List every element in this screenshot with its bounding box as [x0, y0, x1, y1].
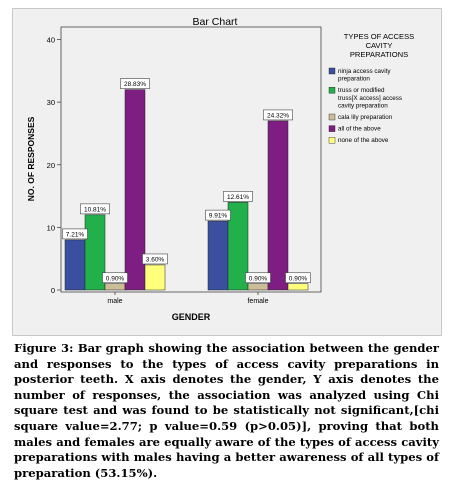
y-tick-label: 20: [47, 161, 55, 170]
bar: [227, 202, 249, 291]
legend-item: ninja access cavity preparation: [338, 68, 391, 83]
data-label-box: [263, 109, 293, 121]
data-label: 0.90%: [249, 275, 268, 282]
bar: [144, 264, 166, 291]
data-label-box: [62, 228, 88, 240]
legend-swatch: [328, 136, 336, 144]
bar-labels: 7.21% 10.81% 0.90% 28.83% 3.60% 9.91% 12.61% 0.…: [62, 78, 311, 284]
data-label-box: [223, 191, 253, 202]
data-label-box: [120, 78, 150, 89]
data-label: 28.83%: [124, 81, 146, 88]
data-label-box: [142, 253, 168, 265]
y-tick-label: 0: [51, 286, 55, 295]
data-label: 10.81%: [84, 206, 106, 213]
x-tick-label: female: [247, 298, 268, 305]
legend-item: none of the above: [338, 137, 389, 144]
legend-title: TYPES OF ACCESS CAVITY PREPARATIONS: [344, 32, 414, 59]
bars: [64, 89, 309, 291]
caption-text: Bar graph showing the association betwee…: [14, 341, 439, 480]
y-axis-label: NO. OF RESPONSES: [26, 116, 36, 201]
data-label: 12.61%: [227, 194, 249, 201]
chart-title: Bar Chart: [193, 16, 238, 28]
legend-swatch: [328, 86, 336, 94]
chart-frame: Bar Chart 0 10 20 30 40 male female 7.21% 10.8…: [12, 8, 442, 336]
data-label-box: [80, 203, 110, 215]
y-tick-label: 30: [47, 98, 55, 107]
bar: [267, 120, 289, 291]
data-label: 7.21%: [66, 232, 85, 239]
x-axis: male female: [107, 292, 269, 305]
bar: [124, 89, 146, 291]
bar: [207, 220, 229, 291]
data-label-box: [205, 209, 231, 221]
data-label-box: [102, 272, 128, 284]
bar: [104, 283, 126, 291]
data-label: 24.32%: [267, 113, 289, 120]
legend-item: truss or modified truss[X access] access c…: [338, 87, 402, 109]
legend-swatch: [328, 113, 336, 121]
legend-item: all of the above: [338, 126, 381, 133]
bar: [287, 283, 309, 291]
legend: TYPES OF ACCESS CAVITY PREPARATIONS ninja a…: [328, 32, 414, 144]
data-label: 0.90%: [289, 275, 308, 282]
bar: [84, 214, 106, 291]
data-label-box: [285, 272, 311, 284]
bar: [247, 283, 269, 291]
x-tick-label: male: [107, 298, 122, 305]
data-label: 3.60%: [146, 257, 165, 264]
data-label: 0.90%: [106, 275, 125, 282]
y-axis: 0 10 20 30 40: [47, 36, 61, 295]
data-label-box: [245, 272, 271, 284]
bar-chart: Bar Chart 0 10 20 30 40 male female 7.21% 10.8…: [26, 16, 414, 322]
y-tick-label: 10: [47, 223, 55, 232]
legend-item: cala lily preparation: [338, 114, 393, 121]
data-label: 9.91%: [209, 213, 228, 220]
legend-swatch: [328, 67, 336, 75]
figure-caption: Figure 3: Bar graph showing the associat…: [14, 341, 439, 481]
legend-swatch: [328, 125, 336, 132]
bar: [64, 239, 86, 291]
x-axis-label: GENDER: [172, 312, 211, 322]
caption-label: Figure 3:: [14, 341, 74, 355]
y-tick-label: 40: [47, 36, 55, 45]
